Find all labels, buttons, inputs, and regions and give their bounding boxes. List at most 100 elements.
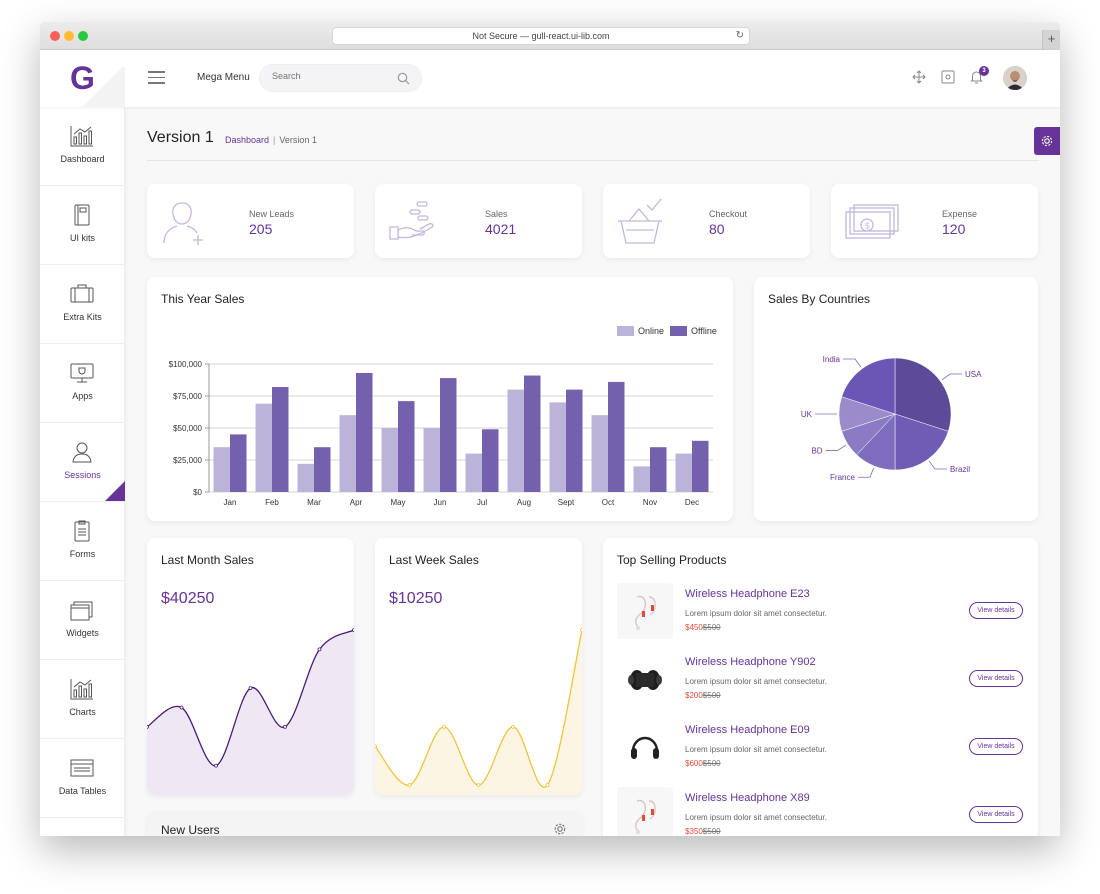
last-month-amount: $40250 <box>161 590 215 607</box>
gear-icon[interactable] <box>553 822 567 836</box>
stat-value: 120 <box>942 221 966 237</box>
apps-grid-icon[interactable] <box>941 70 955 84</box>
pie-label: France <box>830 473 855 482</box>
bar-offline <box>608 381 625 492</box>
product-description: Lorem ipsum dolor sit amet consectetur. <box>685 609 827 618</box>
stat-value: 205 <box>249 221 273 237</box>
pie-label: Brazil <box>950 465 970 474</box>
sidebar-item-dashboard[interactable]: Dashboard <box>40 107 125 186</box>
this-year-sales-card: This Year Sales $0 $25,000 $50,000 $75,000 $… <box>147 277 733 521</box>
legend-label: Online <box>638 326 664 336</box>
x-tick-label: Jun <box>434 498 447 507</box>
stat-value: 80 <box>709 221 725 237</box>
sidebar-item-ui-kits[interactable]: UI kits <box>40 186 125 265</box>
view-details-button[interactable]: View details <box>969 670 1023 687</box>
price-current: $450 <box>685 623 703 632</box>
sidebar-item-widgets[interactable]: Widgets <box>40 581 125 660</box>
data-point <box>375 744 377 749</box>
basket-check-icon <box>618 198 662 244</box>
sidebar-item-data-tables[interactable]: Data Tables <box>40 739 125 818</box>
menu-toggle-icon[interactable] <box>148 71 165 84</box>
logo-letter: G <box>70 60 95 96</box>
sidebar-item-forms[interactable]: Forms <box>40 502 125 581</box>
data-point <box>442 724 446 729</box>
view-details-button[interactable]: View details <box>969 738 1023 755</box>
earbuds-icon <box>635 799 656 834</box>
product-thumbnail[interactable] <box>617 651 673 707</box>
sales-by-countries-card: Sales By Countries USA Brazil France BD UK In… <box>754 277 1038 521</box>
bar-chart-icon <box>70 126 93 147</box>
pie-slice-brazil <box>894 413 949 471</box>
view-details-button[interactable]: View details <box>969 806 1023 823</box>
product-price: $200$500 <box>685 691 721 700</box>
new-tab-button[interactable]: + <box>1042 30 1060 50</box>
product-name[interactable]: Wireless Headphone E23 <box>685 588 810 600</box>
bar-online <box>255 403 272 492</box>
x-tick-label: Dec <box>685 498 699 507</box>
stat-label: Expense <box>942 209 978 219</box>
customizer-toggle-button[interactable] <box>1034 127 1060 155</box>
sidebar-item-label: Extra Kits <box>63 312 102 322</box>
stat-card-checkout: Checkout 80 <box>603 184 810 258</box>
gear-icon <box>1041 135 1053 147</box>
bar-offline <box>524 375 541 492</box>
sidebar-item-apps[interactable]: Apps <box>40 344 125 423</box>
data-point <box>476 783 481 787</box>
monitor-icon <box>70 363 94 383</box>
close-window-button[interactable] <box>50 31 60 41</box>
mega-menu-link[interactable]: Mega Menu <box>197 72 250 83</box>
sidebar-item-sessions[interactable]: Sessions <box>40 423 125 502</box>
x-tick-label: May <box>390 498 405 507</box>
pie-chart: USA Brazil France BD UK India <box>801 355 982 482</box>
pie-label: India <box>823 355 841 364</box>
product-thumbnail[interactable] <box>617 719 673 775</box>
product-price: $450$500 <box>685 623 721 632</box>
bar-online <box>381 428 398 492</box>
breadcrumb-link-dashboard[interactable]: Dashboard <box>225 135 270 145</box>
product-name[interactable]: Wireless Headphone E09 <box>685 724 810 736</box>
bar-chart-icon <box>70 679 93 700</box>
price-old: $500 <box>702 827 721 836</box>
search-box[interactable] <box>259 64 422 92</box>
price-current: $600 <box>685 759 703 768</box>
address-text: Not Secure — gull-react.ui-lib.com <box>472 31 610 41</box>
sidebar-item-label: Widgets <box>66 628 99 638</box>
address-bar[interactable]: Not Secure — gull-react.ui-lib.com ↻ <box>332 27 750 45</box>
search-input[interactable] <box>272 71 392 81</box>
fullscreen-icon[interactable] <box>912 70 926 84</box>
avatar[interactable] <box>1003 66 1027 90</box>
notification-bell-icon[interactable] <box>970 70 983 84</box>
product-thumbnail[interactable] <box>617 787 673 836</box>
x-tick-label: Aug <box>517 498 531 507</box>
sidebar-item-more[interactable] <box>40 818 125 836</box>
x-tick-label: Feb <box>265 498 279 507</box>
product-description: Lorem ipsum dolor sit amet consectetur. <box>685 813 827 822</box>
money-icon: $ <box>845 204 899 239</box>
data-point <box>352 628 354 632</box>
stat-value: 4021 <box>485 221 517 237</box>
y-tick-label: $50,000 <box>173 424 202 433</box>
earbuds-icon <box>635 595 656 630</box>
reload-icon[interactable]: ↻ <box>735 30 744 41</box>
last-month-sales-card: Last Month Sales $40250 <box>147 538 354 795</box>
user-icon <box>72 442 92 463</box>
sidebar-item-extra-kits[interactable]: Extra Kits <box>40 265 125 344</box>
search-icon[interactable] <box>397 72 410 85</box>
product-name[interactable]: Wireless Headphone X89 <box>685 792 810 804</box>
minimize-window-button[interactable] <box>64 31 74 41</box>
breadcrumb: Dashboard | Version 1 <box>225 135 317 145</box>
product-thumbnail[interactable] <box>617 583 673 639</box>
book-icon <box>74 204 90 226</box>
data-point <box>317 647 322 652</box>
divider <box>147 160 1039 161</box>
sidebar-item-charts[interactable]: Charts <box>40 660 125 739</box>
bar-online <box>423 428 440 492</box>
logo[interactable]: G <box>40 50 125 107</box>
sidebar-item-label: Charts <box>69 707 96 717</box>
data-point <box>511 724 515 729</box>
view-details-button[interactable]: View details <box>969 602 1023 619</box>
maximize-window-button[interactable] <box>78 31 88 41</box>
card-title: Last Month Sales <box>161 553 254 567</box>
stat-card-sales: Sales 4021 <box>375 184 582 258</box>
product-name[interactable]: Wireless Headphone Y902 <box>685 656 816 668</box>
